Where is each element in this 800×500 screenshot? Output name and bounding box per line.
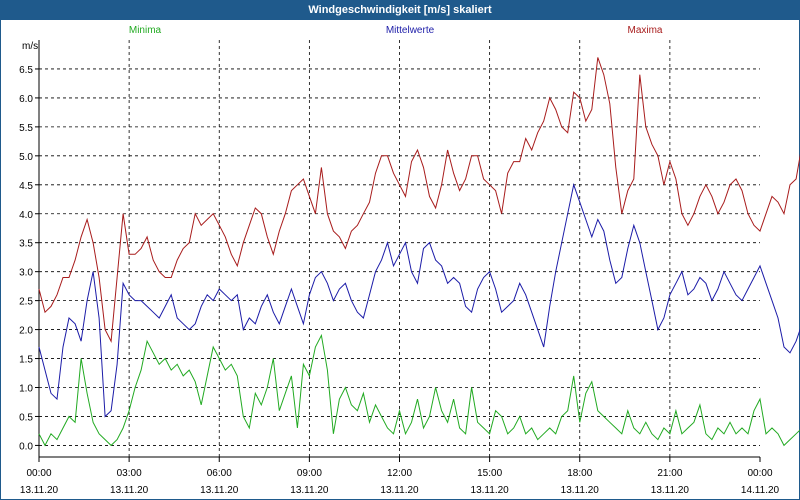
- x-tick-date: 13.11.20: [471, 485, 510, 496]
- axes: [35, 40, 761, 462]
- x-tick-date: 13.11.20: [380, 485, 419, 496]
- x-tick-date: 13.11.20: [290, 485, 329, 496]
- x-tick-time: 00:00: [747, 468, 772, 479]
- y-tick-label: 5.0: [19, 152, 33, 163]
- series-line-maxima: [38, 57, 800, 343]
- x-tick-time: 21:00: [657, 468, 682, 479]
- y-tick-label: 2.0: [19, 326, 33, 337]
- y-tick-label: 4.5: [19, 181, 33, 192]
- y-tick-label: 0.5: [19, 412, 33, 423]
- y-tick-label: 5.5: [19, 123, 33, 134]
- y-tick-label: 6.5: [19, 65, 33, 76]
- chart-title: Windgeschwindigkeit [m/s] skaliert: [1, 1, 799, 20]
- x-tick-time: 03:00: [117, 468, 142, 479]
- series-line-minima: [38, 333, 800, 447]
- legend: Minima Mittelwerte Maxima: [129, 25, 663, 36]
- legend-item-minima: Minima: [129, 25, 162, 36]
- x-tick-date: 13.11.20: [561, 485, 600, 496]
- series-lines: [38, 57, 800, 447]
- y-tick-label: 1.0: [19, 384, 33, 395]
- y-tick-label: 2.5: [19, 297, 33, 308]
- legend-item-maxima: Maxima: [627, 25, 662, 36]
- x-tick-date: 14.11.20: [741, 485, 780, 496]
- tick-labels: 0.0 0.5 1.0 1.5 2.0 2.5 3.0 3.5 4.0 4.5 5.0 5.5 6.0 6…: [19, 41, 779, 496]
- y-tick-label: 6.0: [19, 94, 33, 105]
- y-tick-label: 3.5: [19, 239, 33, 250]
- series-line-mittelwerte: [38, 182, 800, 418]
- x-tick-date: 13.11.20: [110, 485, 149, 496]
- x-tick-time: 18:00: [567, 468, 592, 479]
- x-tick-date: 13.11.20: [200, 485, 239, 496]
- x-tick-date: 13.11.20: [651, 485, 690, 496]
- legend-item-mittelwerte: Mittelwerte: [386, 25, 435, 36]
- y-axis-label: m/s: [22, 41, 38, 52]
- x-tick-time: 15:00: [477, 468, 502, 479]
- y-tick-label: 4.0: [19, 210, 33, 221]
- x-tick-time: 12:00: [387, 468, 412, 479]
- y-tick-label: 0.0: [19, 441, 33, 452]
- y-tick-label: 3.0: [19, 268, 33, 279]
- x-tick-time: 00:00: [26, 468, 51, 479]
- grid: [39, 40, 760, 457]
- x-tick-time: 06:00: [207, 468, 232, 479]
- y-tick-label: 1.5: [19, 355, 33, 366]
- x-tick-time: 09:00: [297, 468, 322, 479]
- x-tick-date: 13.11.20: [20, 485, 59, 496]
